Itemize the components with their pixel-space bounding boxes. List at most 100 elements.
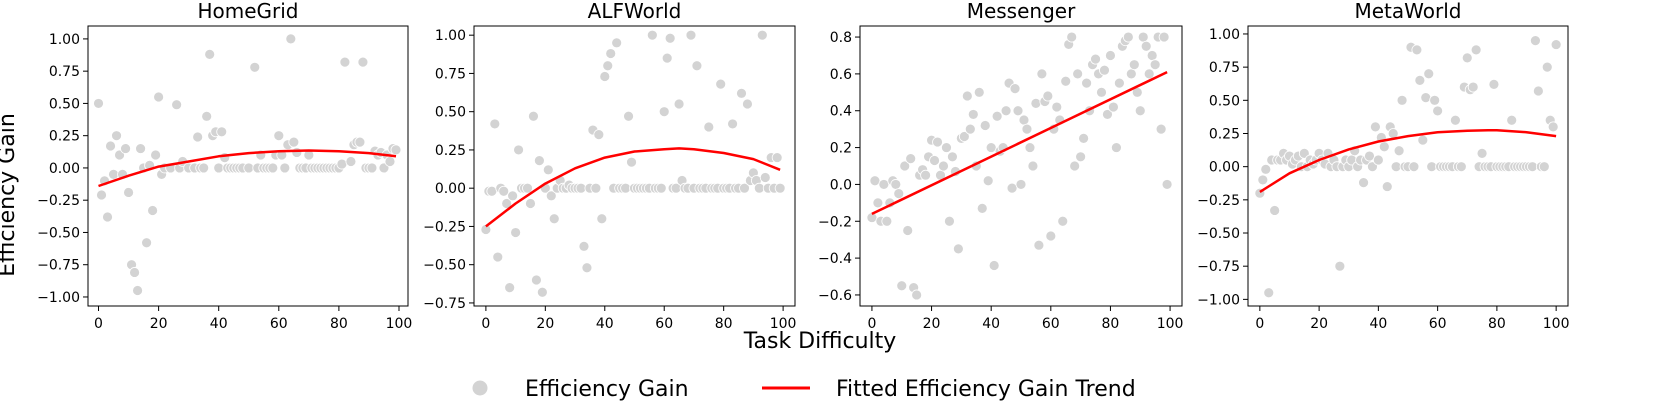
messenger-x-tick-label: 60 xyxy=(1042,316,1060,332)
messenger-data-point xyxy=(1060,75,1072,87)
alfworld-data-point xyxy=(498,185,510,197)
homegrid-data-point xyxy=(285,33,297,45)
metaworld-data-point xyxy=(1269,205,1281,216)
messenger-data-point xyxy=(1105,50,1116,61)
metaworld-x-tick-label: 80 xyxy=(1488,316,1506,332)
messenger-data-point xyxy=(1021,123,1033,135)
metaworld-data-point xyxy=(1393,145,1405,157)
homegrid-data-point xyxy=(120,143,131,154)
metaworld-x-tick-label: 20 xyxy=(1310,316,1328,332)
messenger-data-point xyxy=(1006,182,1018,194)
alfworld-data-point xyxy=(507,190,519,202)
metaworld-data-point xyxy=(1550,39,1562,50)
messenger-data-point xyxy=(1161,179,1173,190)
homegrid-y-tick-label: −0.25 xyxy=(37,193,80,209)
alfworld-data-point xyxy=(605,48,617,59)
messenger-data-point xyxy=(902,225,914,236)
homegrid-data-point xyxy=(366,162,378,174)
metaworld-axes-frame xyxy=(1247,25,1569,307)
metaworld-y-tick-label: −0.25 xyxy=(1197,193,1240,209)
homegrid-axes-frame xyxy=(87,25,409,307)
alfworld-data-point xyxy=(590,182,602,194)
alfworld-scatter-points xyxy=(480,29,786,298)
homegrid-scatter-points xyxy=(93,33,402,296)
alfworld-data-point xyxy=(504,282,516,294)
metaworld-data-point xyxy=(1420,92,1432,104)
legend-line-label: Fitted Efficiency Gain Trend xyxy=(836,377,1136,402)
alfworld-data-point xyxy=(611,37,623,49)
alfworld-axes-frame xyxy=(473,25,796,307)
messenger-data-point xyxy=(938,160,949,172)
messenger-data-point xyxy=(985,142,997,153)
alfworld-data-point xyxy=(602,60,614,72)
messenger-title: Messenger xyxy=(967,0,1076,23)
alfworld-y-tick-label: 0.50 xyxy=(435,105,466,121)
metaworld-data-point xyxy=(1423,68,1435,80)
metaworld-data-point xyxy=(1411,44,1423,56)
metaworld-title: MetaWorld xyxy=(1355,0,1462,23)
metaworld-trend-line xyxy=(1259,128,1557,193)
messenger-y-tick-label: 0.6 xyxy=(830,67,852,83)
alfworld-data-point xyxy=(542,164,554,176)
alfworld-data-point xyxy=(536,286,548,298)
metaworld-x-tick-label: 40 xyxy=(1369,316,1387,332)
chart-panels: HomeGrid 0 20 40 60 80 100 −1.00 −0.75 −0.50 −0.25… xyxy=(37,0,1569,332)
homegrid-y-tick-label: 0.75 xyxy=(49,64,80,80)
homegrid-x-tick-label: 100 xyxy=(386,316,413,332)
metaworld-panel: MetaWorld 0 20 40 60 80 100 −1.00 −0.75 −0.50 −0.2… xyxy=(1197,0,1569,332)
metaworld-data-point xyxy=(1370,121,1381,133)
messenger-data-point xyxy=(1134,105,1146,117)
messenger-data-point xyxy=(1033,239,1045,251)
messenger-data-point xyxy=(866,212,878,223)
homegrid-y-tick-label: −0.50 xyxy=(37,225,80,241)
alfworld-y-tick-label: −0.75 xyxy=(423,296,466,312)
messenger-data-point xyxy=(1069,160,1081,172)
homegrid-data-point xyxy=(201,110,213,122)
messenger-data-point xyxy=(1000,105,1012,117)
metaworld-data-point xyxy=(1538,161,1550,173)
homegrid-data-point xyxy=(93,98,104,109)
alfworld-panel: ALFWorld 0 20 40 60 80 100 −0.75 −0.50 −0.25 0.00 0… xyxy=(423,0,796,332)
alfworld-data-point xyxy=(501,198,513,209)
metaworld-data-point xyxy=(1260,163,1272,175)
messenger-data-point xyxy=(1102,109,1113,120)
metaworld-data-point xyxy=(1506,114,1518,126)
homegrid-data-point xyxy=(279,162,291,174)
alfworld-data-point xyxy=(771,152,783,163)
messenger-data-point xyxy=(1125,68,1137,80)
metaworld-data-point xyxy=(1461,52,1473,64)
messenger-data-point xyxy=(988,260,1000,271)
metaworld-data-point xyxy=(1541,61,1553,73)
alfworld-x-tick-label: 80 xyxy=(715,316,733,332)
metaworld-data-point xyxy=(1476,147,1488,159)
messenger-data-point xyxy=(1015,179,1027,190)
messenger-data-point xyxy=(890,179,902,190)
messenger-data-point xyxy=(899,160,911,172)
alfworld-y-tick-label: −0.50 xyxy=(423,258,466,274)
alfworld-data-point xyxy=(736,87,747,99)
messenger-data-point xyxy=(1075,151,1087,163)
homegrid-data-point xyxy=(111,130,122,142)
messenger-x-tick-label: 0 xyxy=(867,316,876,332)
homegrid-data-point xyxy=(141,237,152,249)
messenger-x-tick-label: 80 xyxy=(1102,316,1120,332)
homegrid-data-point xyxy=(171,99,183,111)
homegrid-data-point xyxy=(129,267,140,278)
messenger-y-tick-label: 0.8 xyxy=(830,30,852,46)
messenger-data-point xyxy=(1158,31,1170,43)
alfworld-data-point xyxy=(596,213,608,225)
alfworld-trend-line xyxy=(485,147,781,228)
messenger-data-point xyxy=(976,202,988,214)
metaworld-data-point xyxy=(1372,154,1384,166)
legend-scatter-label: Efficiency Gain xyxy=(525,377,689,402)
messenger-data-point xyxy=(964,123,976,135)
alfworld-y-tick-label: 0.25 xyxy=(435,143,466,159)
metaworld-y-tick-label: 0.25 xyxy=(1209,126,1240,142)
messenger-data-point xyxy=(979,120,991,131)
messenger-data-point xyxy=(869,175,881,187)
messenger-data-point xyxy=(1146,50,1158,61)
messenger-data-point xyxy=(1096,86,1107,98)
alfworld-data-point xyxy=(685,29,697,41)
messenger-scatter-points xyxy=(866,31,1173,301)
homegrid-data-point xyxy=(336,158,348,170)
